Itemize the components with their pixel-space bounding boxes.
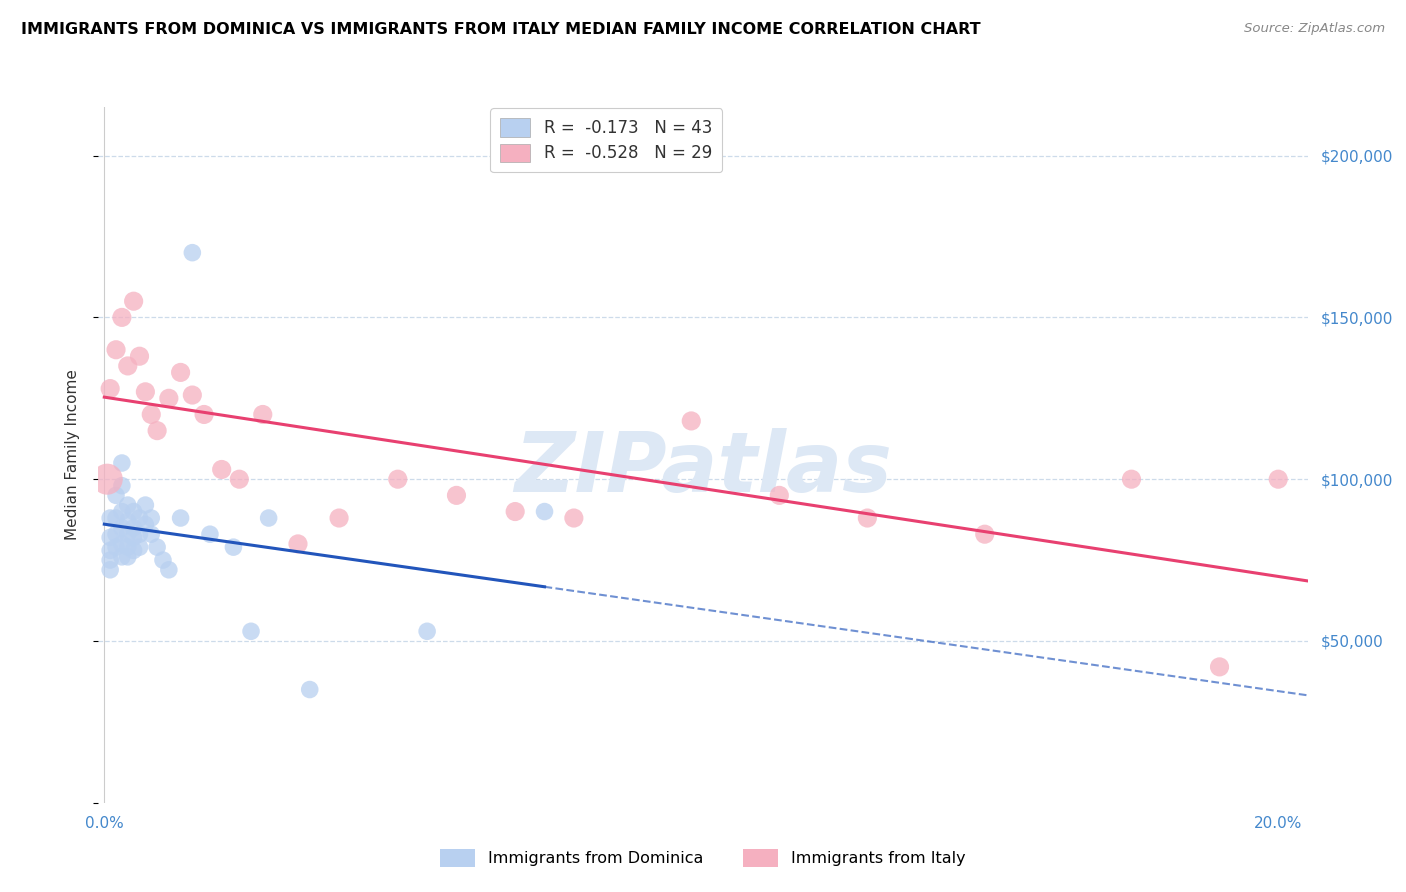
Point bbox=[122, 543, 145, 558]
Point bbox=[768, 488, 790, 502]
Point bbox=[198, 527, 221, 541]
Point bbox=[134, 384, 156, 399]
Point bbox=[111, 537, 134, 551]
Point bbox=[387, 472, 409, 486]
Point bbox=[152, 553, 174, 567]
Point bbox=[157, 563, 180, 577]
Point bbox=[1208, 660, 1230, 674]
Point bbox=[134, 517, 156, 532]
Point bbox=[111, 549, 134, 564]
Point bbox=[98, 563, 121, 577]
Point bbox=[973, 527, 995, 541]
Point bbox=[98, 511, 121, 525]
Point bbox=[128, 527, 150, 541]
Point bbox=[252, 408, 274, 422]
Point bbox=[328, 511, 350, 525]
Text: IMMIGRANTS FROM DOMINICA VS IMMIGRANTS FROM ITALY MEDIAN FAMILY INCOME CORRELATI: IMMIGRANTS FROM DOMINICA VS IMMIGRANTS F… bbox=[21, 22, 981, 37]
Point bbox=[128, 511, 150, 525]
Point bbox=[169, 511, 191, 525]
Point bbox=[240, 624, 263, 639]
Point bbox=[105, 488, 128, 502]
Point bbox=[446, 488, 468, 502]
Point bbox=[122, 504, 145, 518]
Point bbox=[503, 504, 526, 518]
Point bbox=[117, 549, 139, 564]
Point bbox=[228, 472, 250, 486]
Point bbox=[98, 531, 121, 545]
Point bbox=[117, 359, 139, 373]
Point bbox=[128, 540, 150, 554]
Point bbox=[146, 424, 169, 438]
Point bbox=[98, 382, 121, 396]
Point bbox=[533, 504, 555, 518]
Point bbox=[169, 365, 191, 379]
Legend: Immigrants from Dominica, Immigrants from Italy: Immigrants from Dominica, Immigrants fro… bbox=[432, 841, 974, 875]
Point bbox=[157, 392, 180, 406]
Point bbox=[117, 514, 139, 528]
Point bbox=[856, 511, 879, 525]
Point bbox=[117, 527, 139, 541]
Point bbox=[117, 540, 139, 554]
Point bbox=[141, 408, 163, 422]
Point bbox=[222, 540, 245, 554]
Point bbox=[416, 624, 439, 639]
Point bbox=[141, 511, 163, 525]
Point bbox=[111, 456, 134, 470]
Point bbox=[181, 388, 204, 402]
Point bbox=[98, 543, 121, 558]
Point bbox=[111, 310, 134, 325]
Point bbox=[1121, 472, 1143, 486]
Point bbox=[111, 504, 134, 518]
Point bbox=[681, 414, 703, 428]
Text: Source: ZipAtlas.com: Source: ZipAtlas.com bbox=[1244, 22, 1385, 36]
Point bbox=[181, 245, 204, 260]
Point bbox=[122, 294, 145, 309]
Point bbox=[287, 537, 309, 551]
Point bbox=[134, 498, 156, 512]
Point bbox=[111, 521, 134, 535]
Point bbox=[98, 553, 121, 567]
Point bbox=[211, 462, 233, 476]
Point bbox=[562, 511, 585, 525]
Point bbox=[298, 682, 321, 697]
Point bbox=[105, 343, 128, 357]
Point bbox=[146, 540, 169, 554]
Y-axis label: Median Family Income: Median Family Income bbox=[65, 369, 80, 541]
Point bbox=[141, 527, 163, 541]
Point bbox=[128, 349, 150, 363]
Point bbox=[105, 540, 128, 554]
Point bbox=[122, 531, 145, 545]
Point bbox=[105, 511, 128, 525]
Point bbox=[117, 498, 139, 512]
Point bbox=[96, 472, 118, 486]
Point bbox=[257, 511, 280, 525]
Point bbox=[1267, 472, 1289, 486]
Point bbox=[105, 527, 128, 541]
Point bbox=[122, 521, 145, 535]
Point bbox=[111, 478, 134, 492]
Point bbox=[193, 408, 215, 422]
Text: ZIPatlas: ZIPatlas bbox=[515, 428, 891, 509]
